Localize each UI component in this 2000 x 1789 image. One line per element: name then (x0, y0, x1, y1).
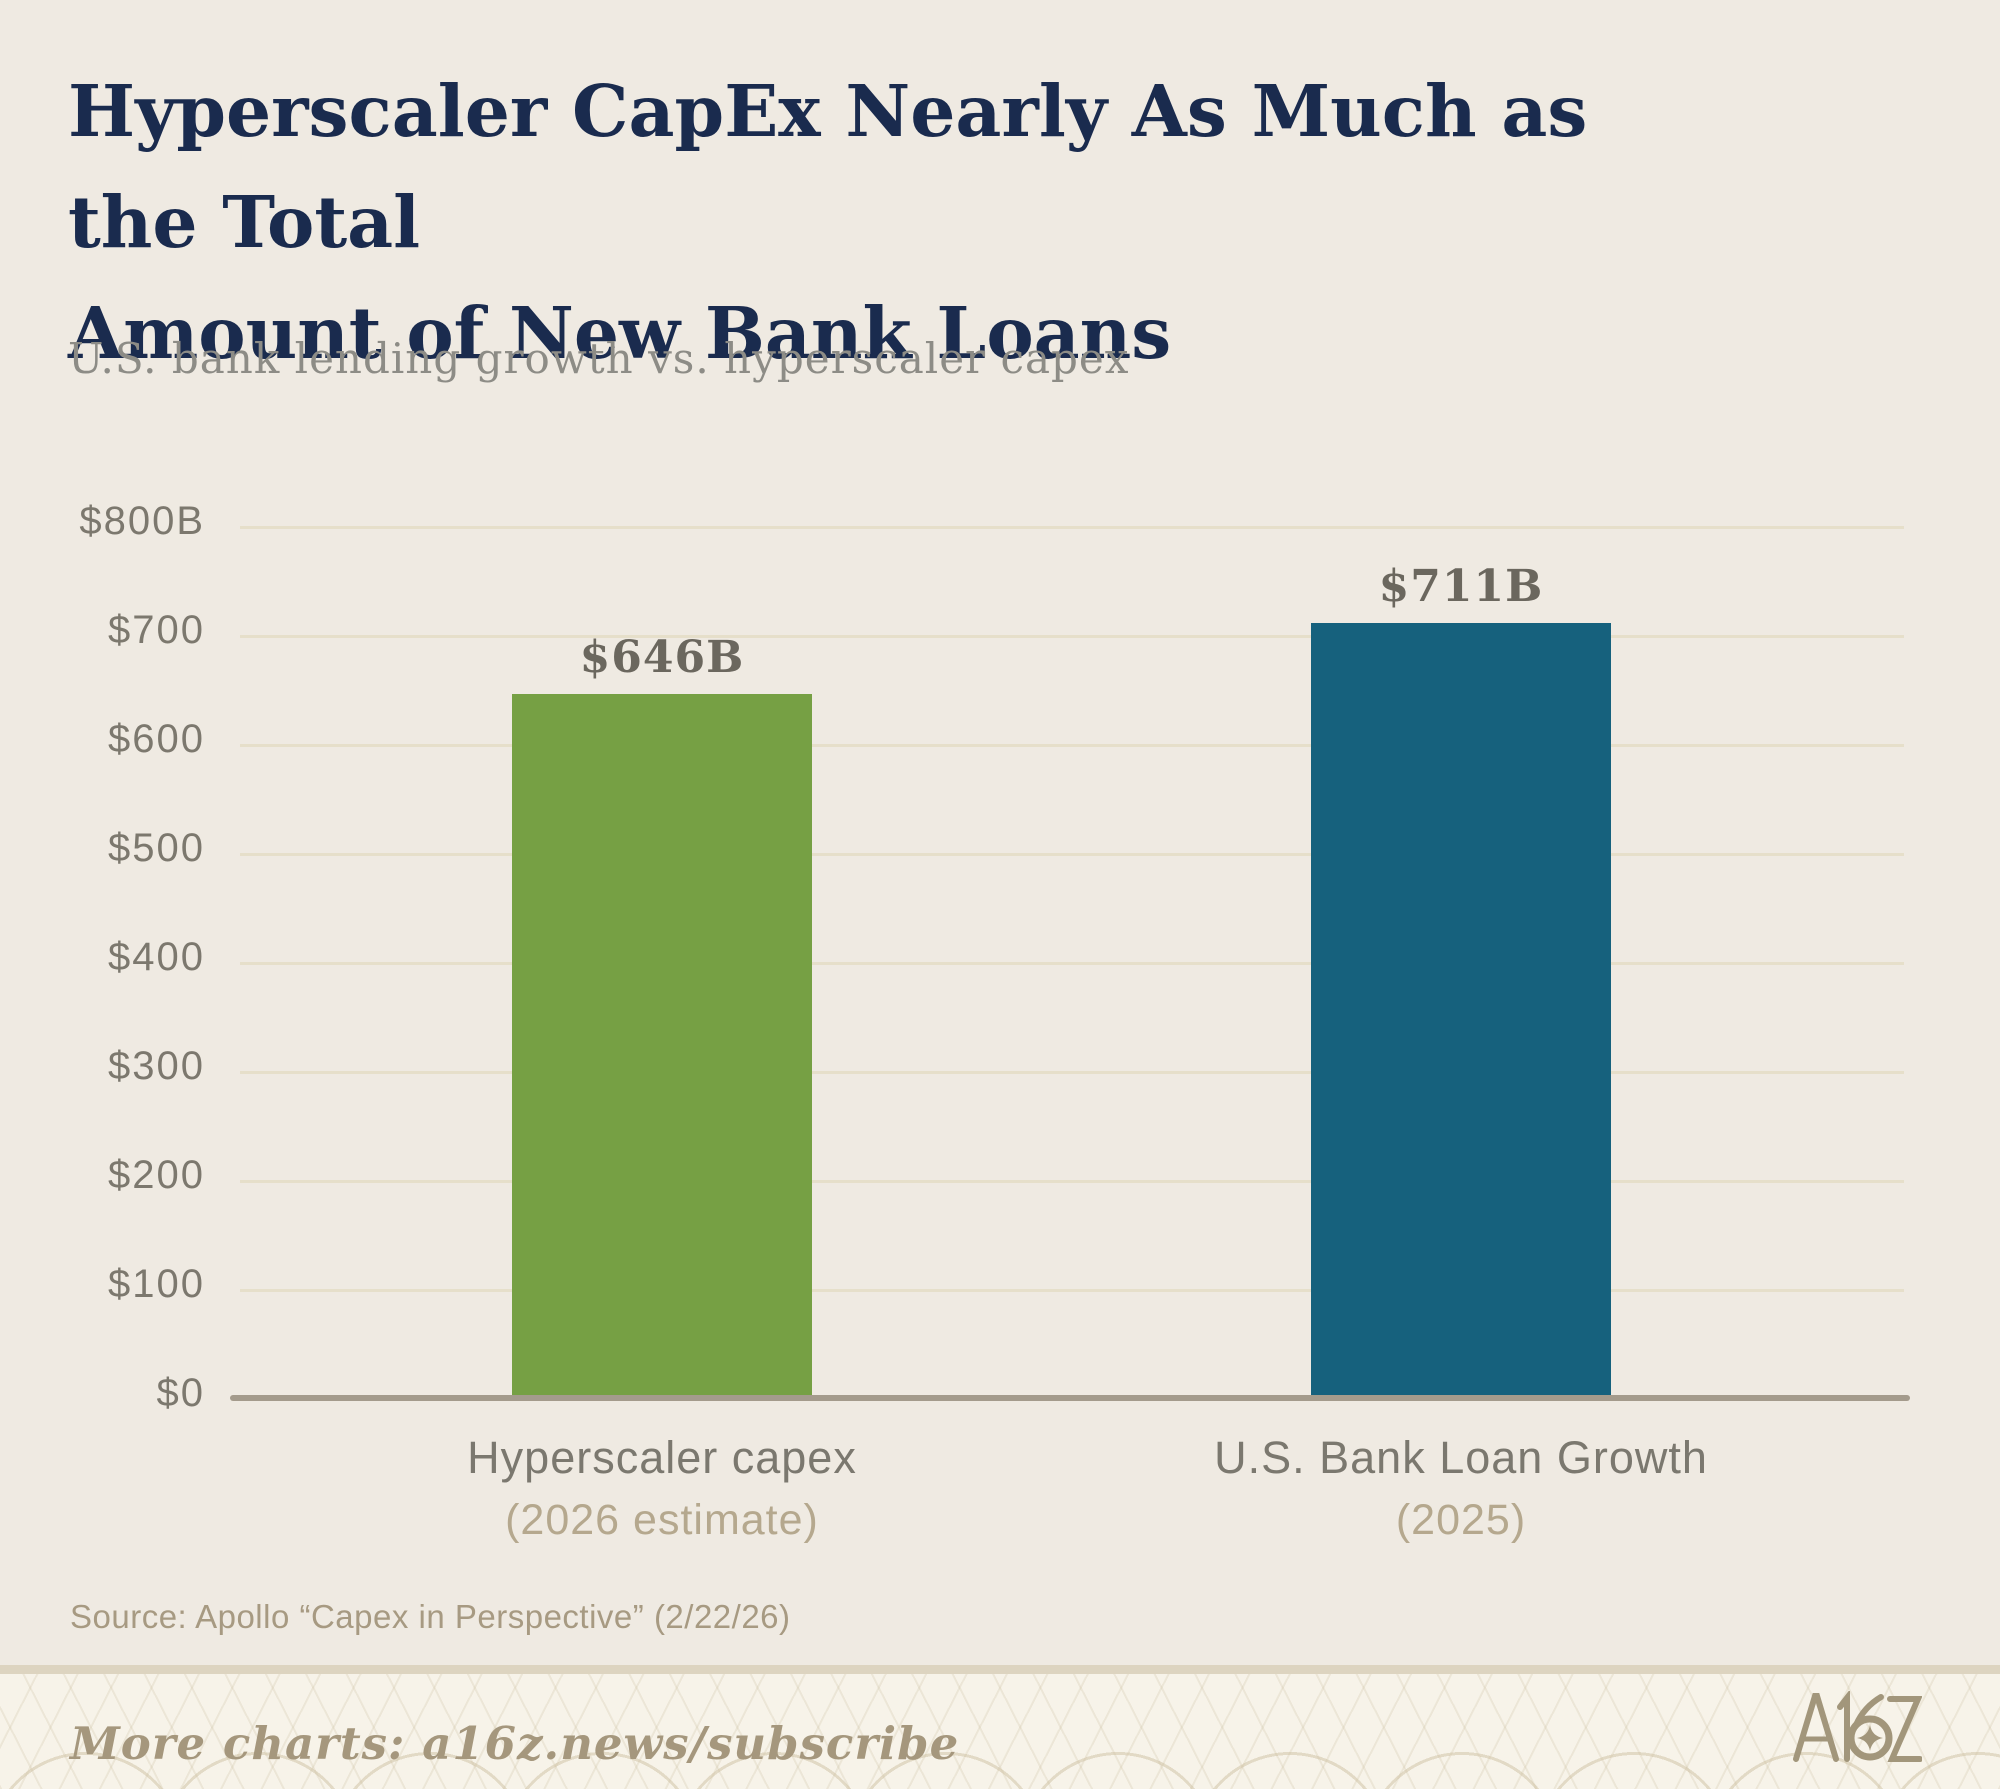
chart-title: Hyperscaler CapEx Nearly As Much as the … (68, 56, 1668, 389)
gridline-300 (240, 1071, 1904, 1074)
plot-area: $646B $711B (230, 526, 1910, 1401)
bar-us-bank-loan-growth: $711B (1311, 561, 1611, 1398)
x-label-sublabel: (2026 estimate) (505, 1496, 819, 1544)
gridline-600 (240, 744, 1904, 747)
y-tick-500: $500 (108, 826, 205, 870)
gridline-800 (240, 526, 1904, 529)
bar-hyperscaler-capex: $646B (512, 632, 812, 1398)
x-axis-baseline (230, 1395, 1910, 1401)
footer-divider (0, 1665, 2000, 1674)
y-tick-200: $200 (108, 1153, 205, 1197)
a16z-logo-icon (1793, 1691, 1922, 1762)
y-tick-100: $100 (108, 1262, 205, 1306)
more-charts-link: More charts: a16z.news/subscribe (70, 1717, 960, 1770)
x-label-category: Hyperscaler capex (467, 1432, 857, 1483)
x-label-us-bank-loan-growth: U.S. Bank Loan Growth (2025) (1214, 1432, 1708, 1545)
chart-title-line-1: Hyperscaler CapEx Nearly As Much as the … (68, 69, 1588, 264)
y-axis: $800B $700 $600 $500 $400 $300 $200 $100… (0, 499, 205, 1415)
chart-subtitle: U.S. bank lending growth vs. hyperscaler… (68, 334, 1130, 383)
bar-value-hyperscaler-capex: $646B (579, 631, 745, 683)
bar-value-us-bank-loan-growth: $711B (1378, 561, 1544, 613)
y-tick-700: $700 (108, 608, 205, 652)
gridline-700 (240, 635, 1904, 638)
y-tick-400: $400 (108, 935, 205, 979)
gridline-100 (240, 1289, 1904, 1292)
gridline-500 (240, 853, 1904, 856)
footer-band: More charts: a16z.news/subscribe (0, 1665, 2000, 1789)
y-tick-0: $0 (156, 1371, 205, 1415)
x-label-hyperscaler-capex: Hyperscaler capex (2026 estimate) (467, 1432, 857, 1545)
gridline-400 (240, 962, 1904, 965)
x-label-category: U.S. Bank Loan Growth (1214, 1432, 1708, 1483)
y-tick-300: $300 (108, 1044, 205, 1088)
y-tick-800: $800B (79, 499, 205, 543)
x-label-sublabel: (2025) (1395, 1496, 1527, 1544)
source-note: Source: Apollo “Capex in Perspective” (2… (70, 1598, 791, 1635)
y-tick-600: $600 (108, 717, 205, 761)
chart-title-line-2: Amount of New Bank Loans (68, 291, 1172, 375)
gridline-200 (240, 1180, 1904, 1183)
